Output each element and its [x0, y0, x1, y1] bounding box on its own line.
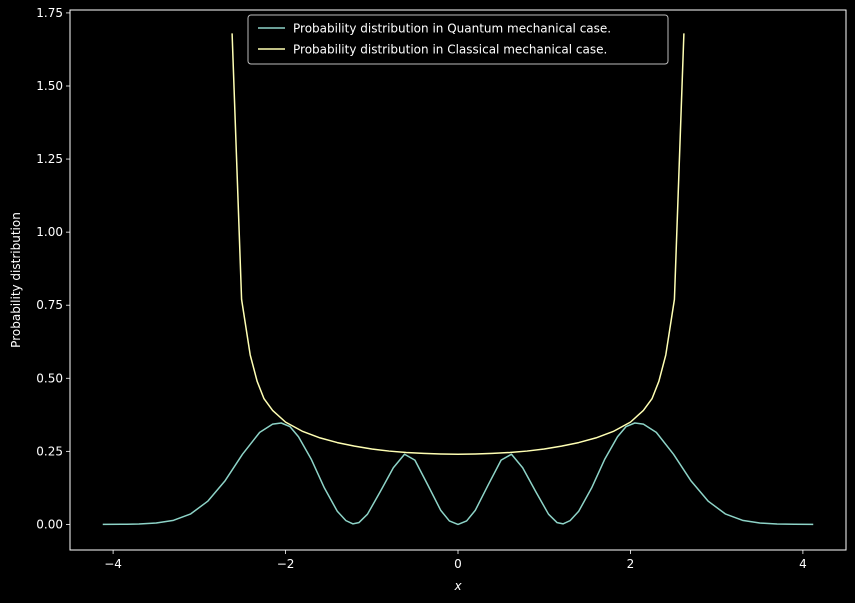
- y-tick-label: 0.00: [36, 517, 63, 531]
- legend-label-quantum: Probability distribution in Quantum mech…: [293, 22, 611, 36]
- y-tick-label: 1.50: [36, 79, 63, 93]
- x-tick-label: 2: [627, 557, 635, 571]
- y-ticks: 0.00 0.25 0.50 0.75 1.00 1.25 1.50 1.75: [36, 6, 70, 531]
- series-line-quantum: [102, 422, 814, 526]
- x-tick-label: 0: [454, 557, 462, 571]
- plot-area: [69, 9, 847, 551]
- series-layer: [102, 33, 814, 526]
- legend: Probability distribution in Quantum mech…: [247, 14, 669, 65]
- x-axis-label: x: [453, 579, 462, 593]
- y-tick-label: 1.00: [36, 225, 63, 239]
- x-tick-label: 4: [799, 557, 807, 571]
- y-tick-label: 0.25: [36, 444, 63, 458]
- x-tick-label: −4: [104, 557, 122, 571]
- legend-box: [247, 14, 669, 65]
- x-tick-label: −2: [277, 557, 295, 571]
- legend-label-classical: Probability distribution in Classical me…: [293, 43, 607, 57]
- y-tick-label: 1.25: [36, 152, 63, 166]
- y-tick-label: 0.50: [36, 371, 63, 385]
- x-ticks: −4 −2 0 2 4: [104, 550, 807, 571]
- y-tick-label: 0.75: [36, 298, 63, 312]
- series-line-classical: [231, 33, 685, 456]
- y-tick-label: 1.75: [36, 6, 63, 20]
- y-axis-label: Probability distribution: [9, 212, 23, 348]
